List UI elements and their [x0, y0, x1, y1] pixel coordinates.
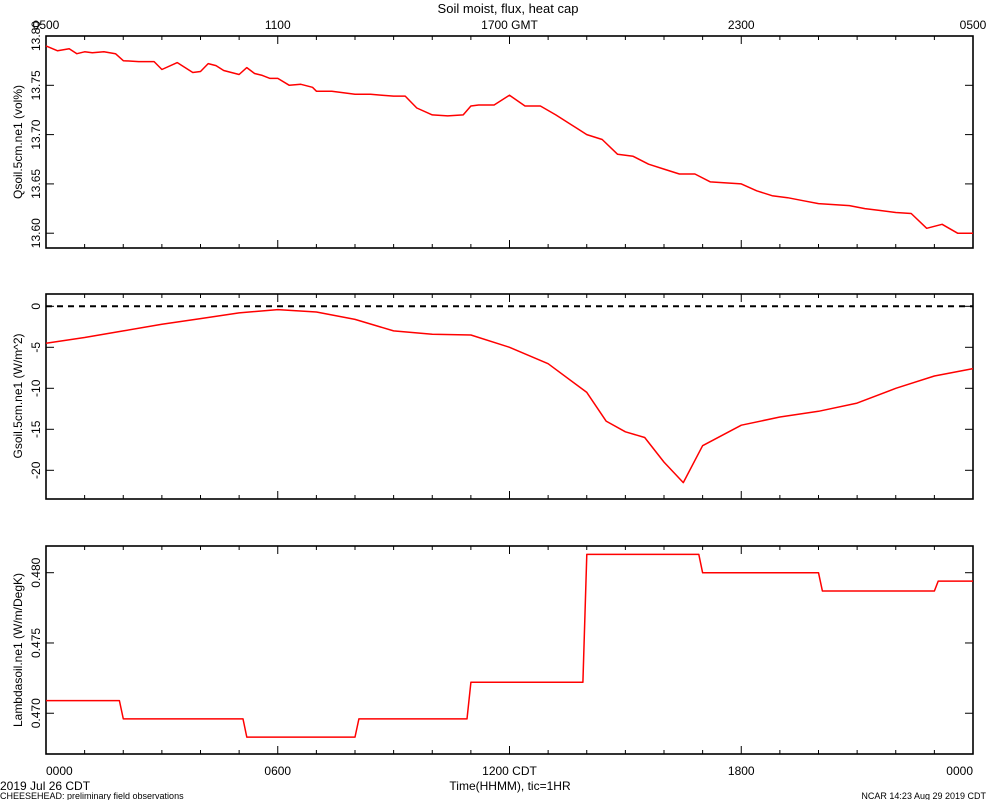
- bottom-x-tick-label: 1200 CDT: [482, 764, 537, 778]
- bottom-x-tick-label: 0000: [946, 764, 973, 778]
- bottom-x-tick-label: 1800: [728, 764, 755, 778]
- bottom-x-tick-label: 0000: [46, 764, 73, 778]
- series-line-soil-heat-flux: [45, 308, 974, 484]
- top-x-tick-label: 1700 GMT: [481, 18, 538, 32]
- footer-project: CHEESEHEAD: preliminary field observatio…: [0, 791, 184, 800]
- x-axis-label: Time(HHMM), tic=1HR: [449, 779, 571, 793]
- panel-soil-heat-flux: Gsoil.5cm.ne1 (W/m^2) 0 -5 -10 -15 -20: [11, 293, 974, 500]
- y-tick-label: 0.480: [29, 557, 43, 587]
- y-tick-label: 0.475: [29, 628, 43, 658]
- series-line-thermal-conductivity: [46, 553, 973, 738]
- chart-title: Soil moist, flux, heat cap: [438, 1, 579, 16]
- y-tick-label: -20: [29, 461, 43, 479]
- y-tick-label: -15: [29, 420, 43, 438]
- top-x-tick-label: 0500: [33, 18, 60, 32]
- y-tick-label: 13.65: [29, 169, 43, 199]
- y-tick-label: 13.60: [29, 218, 43, 248]
- ticks-soil-heat-flux: 0 -5 -10 -15 -20: [29, 294, 973, 499]
- panel-soil-heat-flux-frame: [45, 293, 974, 500]
- y-tick-label: -5: [29, 342, 43, 353]
- y-tick-label: 13.80: [29, 21, 43, 51]
- y-axis-label-thermal-conductivity: Lambdasoil.ne1 (W/m/DegK): [11, 573, 25, 727]
- top-x-tick-label: 2300: [728, 18, 755, 32]
- footer-date: 2019 Jul 26 CDT: [0, 779, 91, 793]
- y-tick-label: 0: [29, 303, 43, 310]
- ticks-soil-moisture: 13.80 13.75 13.70 13.65 13.60: [29, 21, 973, 248]
- bottom-x-tick-label: 0600: [264, 764, 291, 778]
- footer-credit: NCAR 14:23 Aug 29 2019 CDT: [861, 791, 986, 800]
- bottom-x-axis-ticks: 0000 0600 1200 CDT 1800 0000: [46, 764, 973, 778]
- ticks-thermal-conductivity: 0.480 0.475 0.470: [29, 546, 973, 754]
- y-tick-label: 13.75: [29, 70, 43, 100]
- y-tick-label: 0.470: [29, 698, 43, 728]
- series-line-soil-moisture: [45, 45, 973, 234]
- y-tick-label: 13.70: [29, 119, 43, 149]
- panel-thermal-conductivity-frame: [45, 545, 974, 755]
- panel-thermal-conductivity: Lambdasoil.ne1 (W/m/DegK) 0.480 0.475 0.47…: [11, 545, 974, 755]
- panel-soil-moisture: Qsoil.5cm.ne1 (vol%) 13.80 13.75 13.70 13.6…: [11, 21, 974, 249]
- y-tick-label: -10: [29, 379, 43, 397]
- top-x-tick-label: 1100: [265, 18, 291, 32]
- y-axis-label-soil-moisture: Qsoil.5cm.ne1 (vol%): [11, 85, 25, 199]
- y-axis-label-soil-heat-flux: Gsoil.5cm.ne1 (W/m^2): [11, 334, 25, 459]
- top-x-tick-label: 0500: [960, 18, 987, 32]
- top-x-axis-ticks: 0500 1100 1700 GMT 2300 0500: [33, 18, 987, 32]
